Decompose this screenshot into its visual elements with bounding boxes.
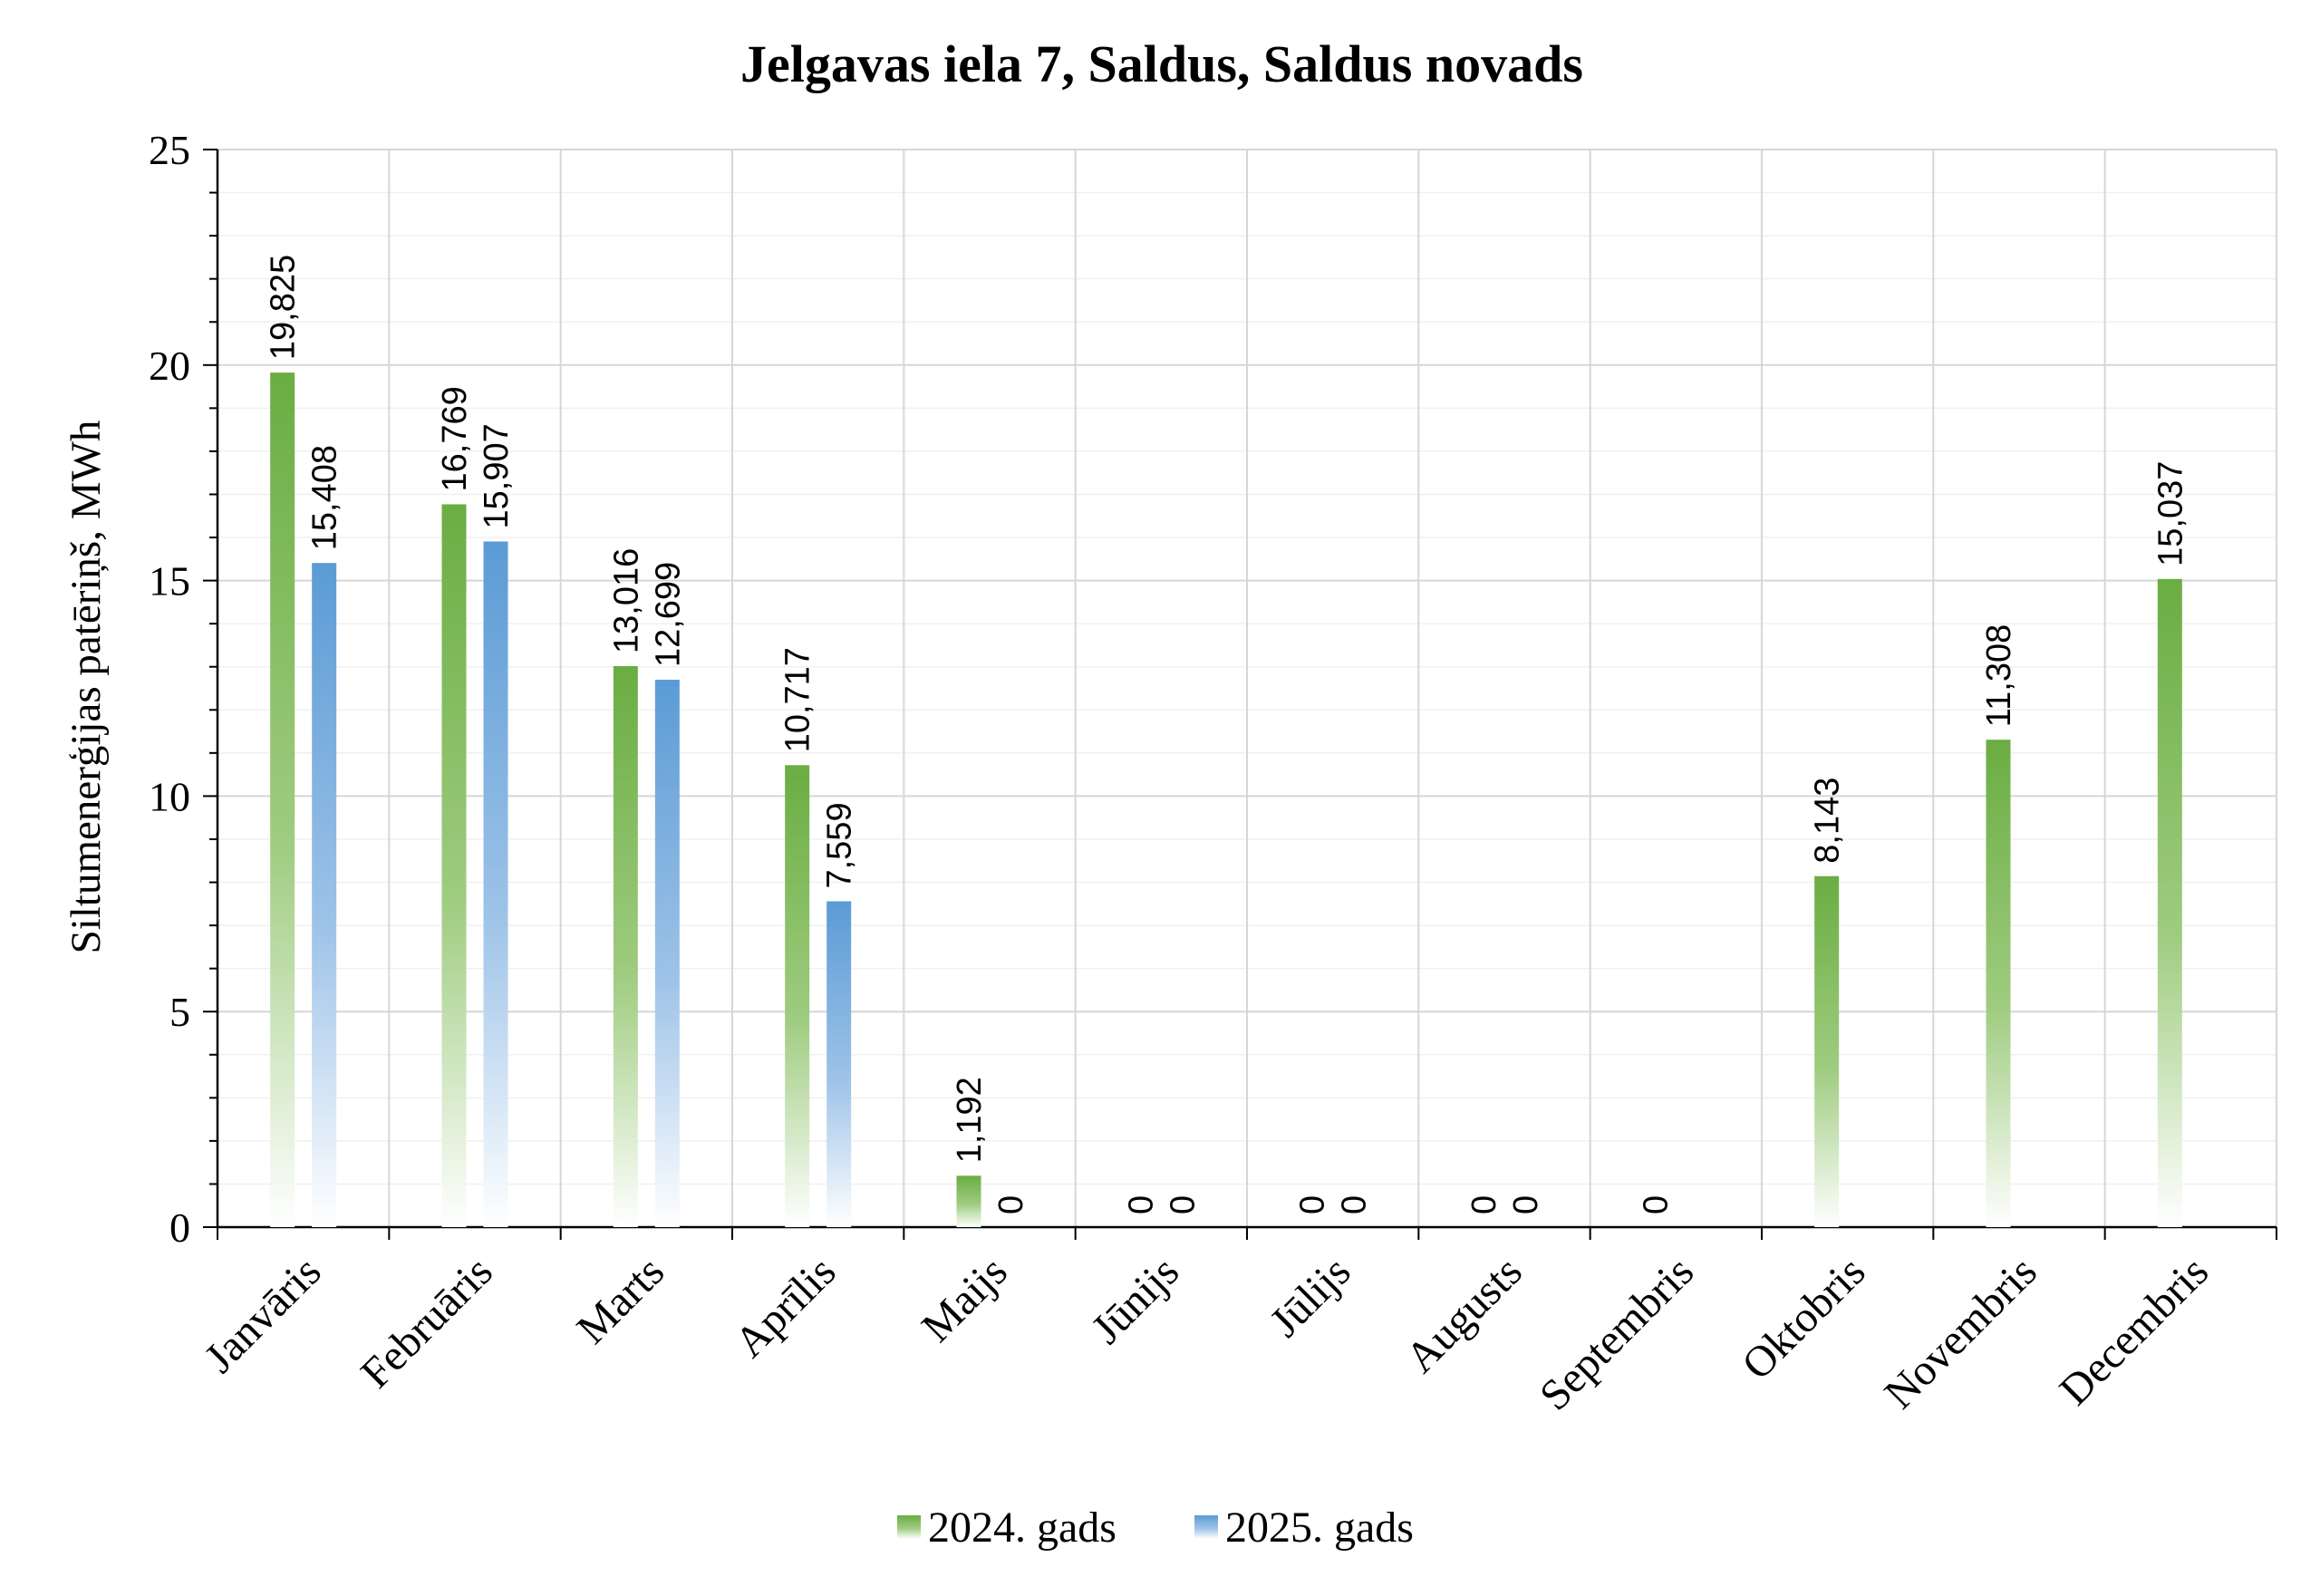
data-label: 0 xyxy=(1637,1195,1675,1214)
data-label: 7,559 xyxy=(821,802,859,888)
y-tick-label: 5 xyxy=(169,989,190,1035)
data-label: 15,408 xyxy=(306,445,344,550)
category-label: Jūnijs xyxy=(1082,1247,1188,1353)
bars xyxy=(270,372,2182,1227)
bar-2024 xyxy=(2157,578,2182,1227)
bar-2024 xyxy=(1986,740,2011,1227)
bar-2024 xyxy=(613,665,638,1227)
data-label: 8,143 xyxy=(1809,778,1847,864)
category-label: Augusts xyxy=(1397,1247,1532,1382)
bar-2025 xyxy=(312,563,337,1227)
y-tick-labels: 0 5 10 15 20 25 xyxy=(149,127,190,1251)
category-label: Jūlijs xyxy=(1261,1247,1359,1346)
y-tick-label: 25 xyxy=(149,127,190,173)
category-label: Novembris xyxy=(1875,1247,2045,1417)
data-label: 1,192 xyxy=(951,1077,989,1163)
bar-2024 xyxy=(270,372,295,1227)
legend-swatch-2025 xyxy=(1194,1515,1218,1539)
category-label: Marts xyxy=(567,1247,673,1353)
y-tick-label: 15 xyxy=(149,558,190,605)
data-label: 12,699 xyxy=(649,562,687,667)
data-label: 15,907 xyxy=(478,423,516,528)
data-label: 16,769 xyxy=(436,386,474,491)
data-label: 0 xyxy=(1336,1195,1374,1214)
bar-2024 xyxy=(956,1175,981,1227)
legend: 2024. gads 2025. gads xyxy=(897,1504,1414,1552)
data-label: 10,717 xyxy=(779,647,817,752)
chart-title: Jelgavas iela 7, Saldus, Saldus novads xyxy=(740,34,1583,93)
data-label: 0 xyxy=(992,1195,1030,1214)
category-label: Janvāris xyxy=(196,1247,331,1382)
category-label: Februāris xyxy=(352,1247,502,1398)
category-label: Maijs xyxy=(913,1247,1017,1351)
category-label: Decembris xyxy=(2051,1247,2218,1414)
legend-swatch-2024 xyxy=(897,1515,921,1539)
bar-2025 xyxy=(826,901,852,1227)
y-tick-label: 0 xyxy=(169,1204,190,1251)
y-tick-label: 10 xyxy=(149,773,190,819)
data-label: 0 xyxy=(1465,1195,1503,1214)
y-tick-label: 20 xyxy=(149,343,190,389)
data-label: 0 xyxy=(1294,1195,1332,1214)
data-label: 0 xyxy=(1507,1195,1545,1214)
bar-2024 xyxy=(1814,875,1840,1227)
bar-2025 xyxy=(654,680,680,1227)
bar-2025 xyxy=(483,541,508,1227)
category-label: Oktobris xyxy=(1733,1247,1874,1388)
axes xyxy=(203,149,2277,1240)
category-labels: Janvāris Februāris Marts Aprīlis Maijs Jūnijs… xyxy=(196,1247,2218,1419)
data-label: 0 xyxy=(1122,1195,1160,1214)
data-label: 19,825 xyxy=(265,255,303,360)
y-axis-label: Siltumenerģijas patēriņš, MWh xyxy=(63,421,110,954)
category-label: Septembris xyxy=(1531,1247,1703,1419)
bar-2024 xyxy=(785,765,810,1227)
category-label: Aprīlis xyxy=(726,1247,846,1367)
data-label: 13,016 xyxy=(607,548,645,653)
data-label: 11,308 xyxy=(1980,624,2018,727)
data-label: 15,037 xyxy=(2151,461,2190,566)
legend-label: 2024. gads xyxy=(928,1504,1116,1552)
data-label: 0 xyxy=(1164,1195,1202,1214)
bar-2024 xyxy=(441,504,467,1227)
legend-label: 2025. gads xyxy=(1225,1504,1414,1552)
gridlines xyxy=(218,149,2277,1227)
